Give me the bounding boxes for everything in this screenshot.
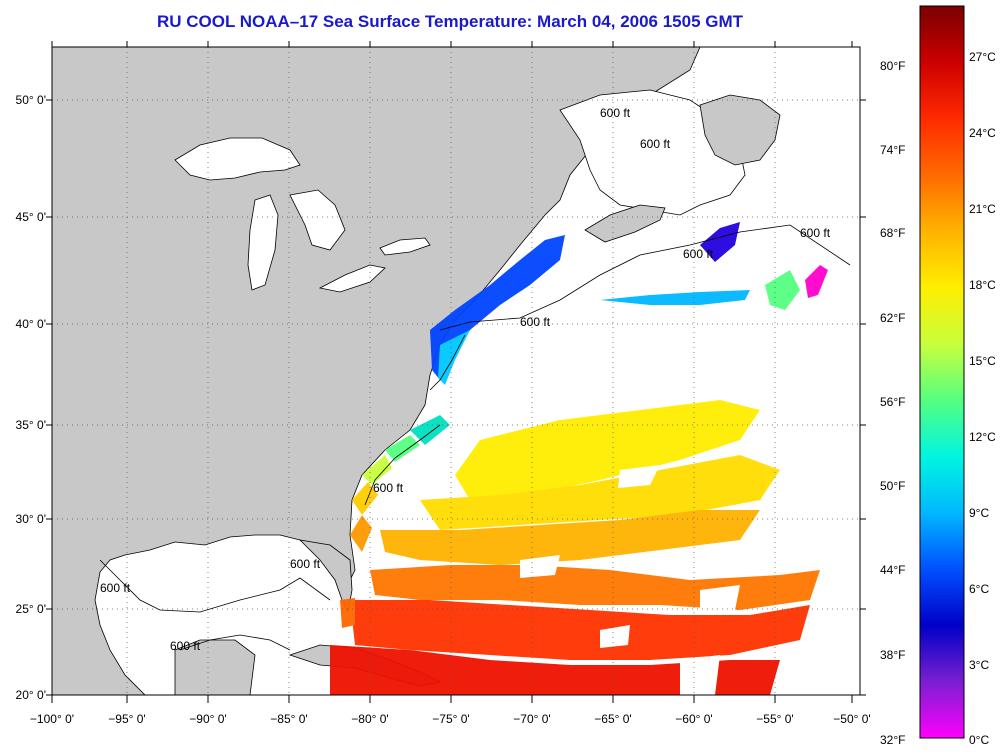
- latitude-tick-label: 30° 0': [16, 512, 46, 526]
- longitude-tick-label: −60° 0': [675, 712, 712, 726]
- colorbar: [919, 5, 965, 739]
- contour-label-600ft: 600 ft: [290, 557, 321, 571]
- latitude-tick-label: 45° 0': [16, 210, 46, 224]
- colorbar-celsius-label: 27°C: [969, 50, 996, 64]
- longitude-tick-label: −90° 0': [189, 712, 226, 726]
- isobath-600ft: [99, 224, 851, 651]
- colorbar-celsius-label: 18°C: [969, 278, 996, 292]
- colorbar-fahrenheit-label: 80°F: [880, 59, 905, 73]
- colorbar-fahrenheit-label: 68°F: [880, 226, 905, 240]
- longitude-tick-label: −100° 0': [30, 712, 74, 726]
- contour-label-600ft: 600 ft: [800, 226, 831, 240]
- yucatan: [174, 639, 256, 695]
- latitude-tick-label: 40° 0': [16, 317, 46, 331]
- longitude-tick-label: −95° 0': [108, 712, 145, 726]
- lake-michigan: [247, 194, 279, 291]
- colorbar-fahrenheit-label: 50°F: [880, 479, 905, 493]
- colorbar-fahrenheit-label: 38°F: [880, 648, 905, 662]
- lake-ontario: [379, 237, 431, 256]
- map-area: [52, 47, 860, 695]
- colorbar-fahrenheit-label: 74°F: [880, 143, 905, 157]
- colorbar-fahrenheit-label: 62°F: [880, 311, 905, 325]
- longitude-tick-label: −75° 0': [432, 712, 469, 726]
- axis-ticks: [46, 41, 866, 703]
- latitude-tick-label: 20° 0': [16, 688, 46, 702]
- cloud-gaps: [460, 330, 800, 695]
- colorbar-celsius-label: 6°C: [969, 582, 989, 596]
- colorbar-celsius-label: 15°C: [969, 354, 996, 368]
- contour-label-600ft: 600 ft: [600, 106, 631, 120]
- colorbar-celsius-labels: 27°C 24°C 21°C 18°C 15°C 12°C 9°C 6°C 3°C 0°C: [969, 50, 996, 747]
- longitude-tick-label: −70° 0': [513, 712, 550, 726]
- colorbar-fahrenheit-labels: 80°F 74°F 68°F 62°F 56°F 50°F 44°F 38°F 32°F: [880, 59, 905, 747]
- newfoundland: [699, 94, 781, 166]
- colorbar-celsius-label: 21°C: [969, 202, 996, 216]
- longitude-labels: −100° 0' −95° 0' −90° 0' −85° 0' −80° 0' −75°…: [30, 712, 871, 726]
- longitude-tick-label: −85° 0': [270, 712, 307, 726]
- colorbar-fahrenheit-label: 44°F: [880, 563, 905, 577]
- colorbar-celsius-label: 0°C: [969, 733, 989, 747]
- latitude-tick-label: 50° 0': [16, 93, 46, 107]
- contour-label-600ft: 600 ft: [100, 581, 131, 595]
- latitude-labels: 50° 0' 45° 0' 40° 0' 35° 0' 30° 0' 25° 0' 20° …: [16, 93, 46, 702]
- contour-label-group: 600 ft 600 ft 600 ft 600 ft 600 ft 600 ft 600 …: [100, 106, 831, 653]
- longitude-tick-label: −50° 0': [833, 712, 870, 726]
- lake-erie: [318, 264, 386, 293]
- longitude-tick-label: −80° 0': [351, 712, 388, 726]
- contour-label-600ft: 600 ft: [520, 315, 551, 329]
- contour-label-600ft: 600 ft: [640, 137, 671, 151]
- latitude-tick-label: 25° 0': [16, 602, 46, 616]
- longitude-tick-label: −55° 0': [756, 712, 793, 726]
- contour-label-600ft: 600 ft: [683, 247, 714, 261]
- lake-superior: [174, 137, 301, 181]
- lake-huron: [289, 189, 346, 251]
- colorbar-celsius-label: 9°C: [969, 506, 989, 520]
- colorbar-celsius-label: 3°C: [969, 658, 989, 672]
- map-title: RU COOL NOAA–17 Sea Surface Temperature:…: [156, 12, 744, 31]
- graticule: [52, 47, 860, 695]
- colorbar-celsius-label: 12°C: [969, 430, 996, 444]
- colorbar-celsius-label: 24°C: [969, 126, 996, 140]
- colorbar-fahrenheit-label: 32°F: [880, 733, 905, 747]
- gulf-st-lawrence: [559, 89, 746, 216]
- contour-label-600ft: 600 ft: [373, 481, 404, 495]
- nova-scotia: [584, 204, 666, 243]
- north-america-land: [52, 47, 701, 695]
- latitude-tick-label: 35° 0': [16, 418, 46, 432]
- map-frame: [51, 46, 861, 696]
- contour-label-600ft: 600 ft: [170, 639, 201, 653]
- longitude-tick-label: −65° 0': [594, 712, 631, 726]
- colorbar-fahrenheit-label: 56°F: [880, 395, 905, 409]
